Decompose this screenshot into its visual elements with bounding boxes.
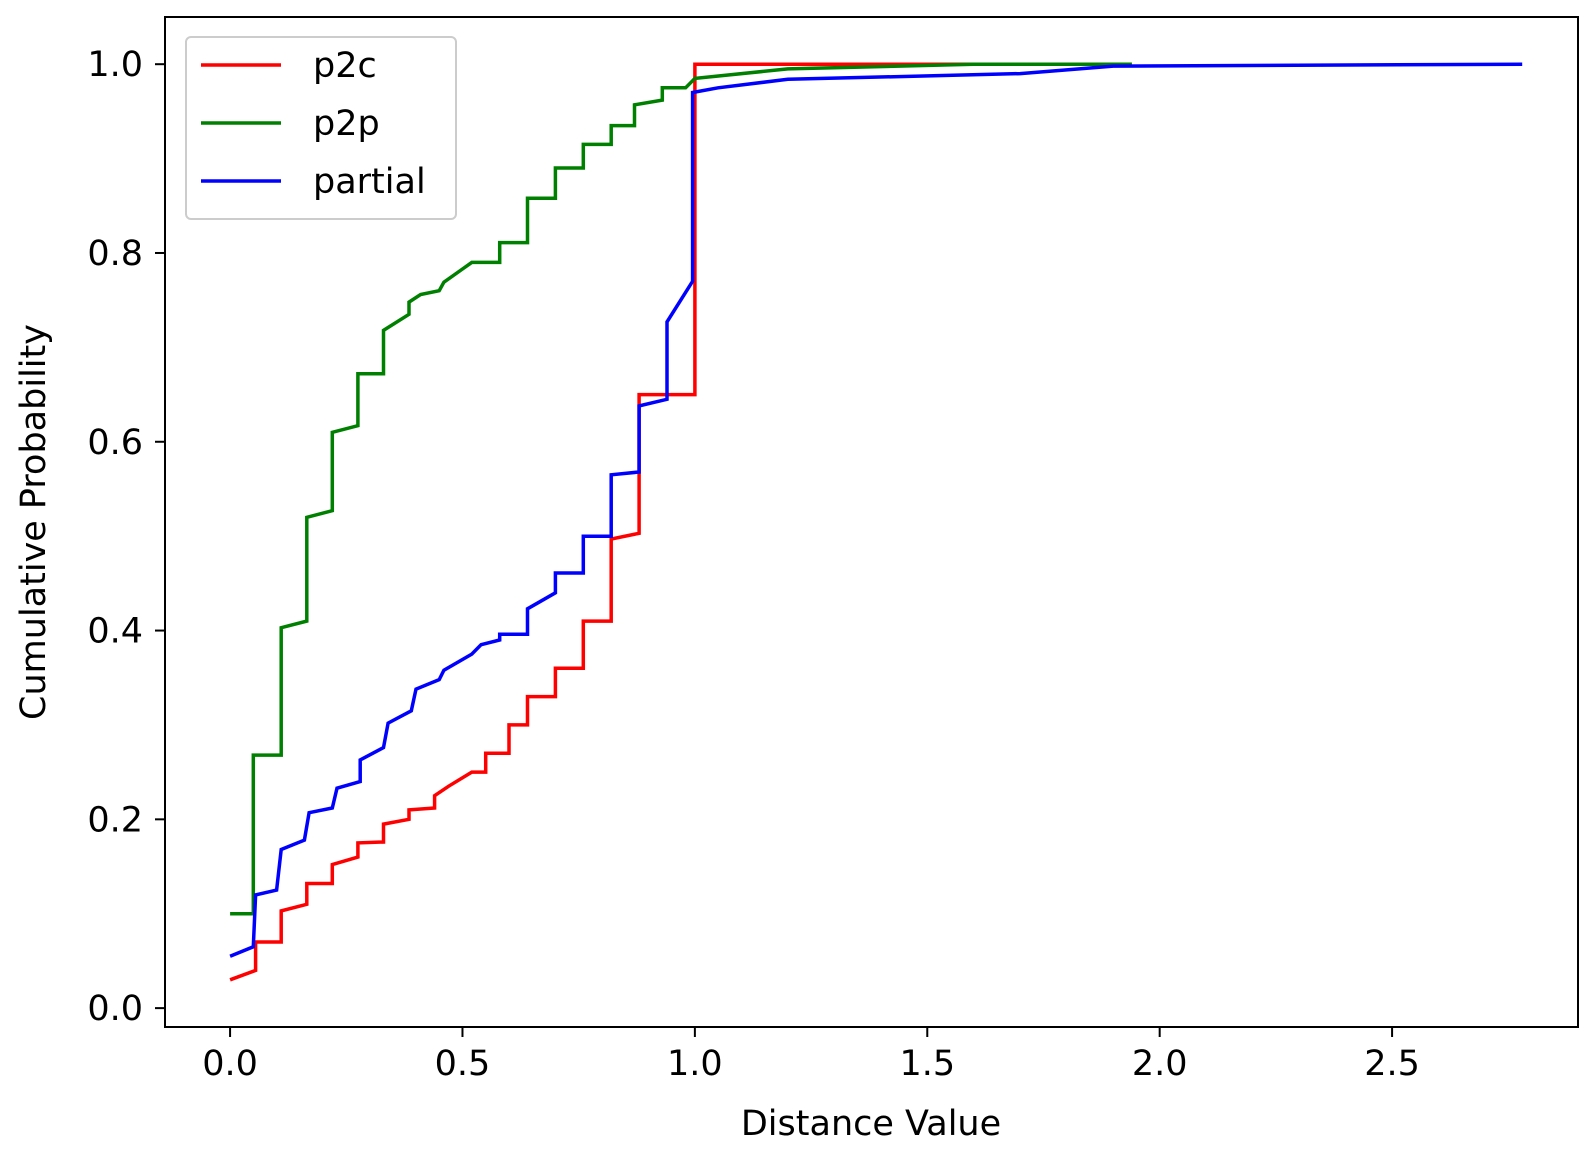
y-axis-label: Cumulative Probability: [14, 324, 54, 720]
y-tick-label: 0.4: [87, 612, 143, 652]
y-tick-label: 1.0: [87, 45, 143, 85]
series-line-p2p: [230, 62, 1132, 916]
y-tick-label: 0.0: [87, 989, 143, 1029]
series-line-partial: [229, 62, 1523, 958]
y-tick-label: 0.2: [87, 800, 143, 840]
y-tick-label: 0.6: [87, 423, 143, 463]
legend-label-partial: partial: [313, 162, 426, 202]
x-tick-label: 1.5: [899, 1044, 955, 1084]
axes-frame: [164, 16, 1579, 1028]
legend-box: [185, 36, 457, 220]
y-tick-label: 0.8: [87, 234, 143, 274]
x-tick-label: 0.0: [202, 1044, 258, 1084]
x-axis-label: Distance Value: [741, 1104, 1001, 1144]
x-tick-label: 1.0: [667, 1044, 723, 1084]
legend-label-p2c: p2c: [313, 46, 377, 86]
x-tick-label: 2.5: [1364, 1044, 1420, 1084]
series-line-p2c: [229, 62, 1132, 982]
legend-label-p2p: p2p: [313, 104, 380, 144]
x-tick-label: 2.0: [1132, 1044, 1188, 1084]
x-tick-label: 0.5: [435, 1044, 491, 1084]
legend: p2c p2p partial: [185, 36, 457, 220]
